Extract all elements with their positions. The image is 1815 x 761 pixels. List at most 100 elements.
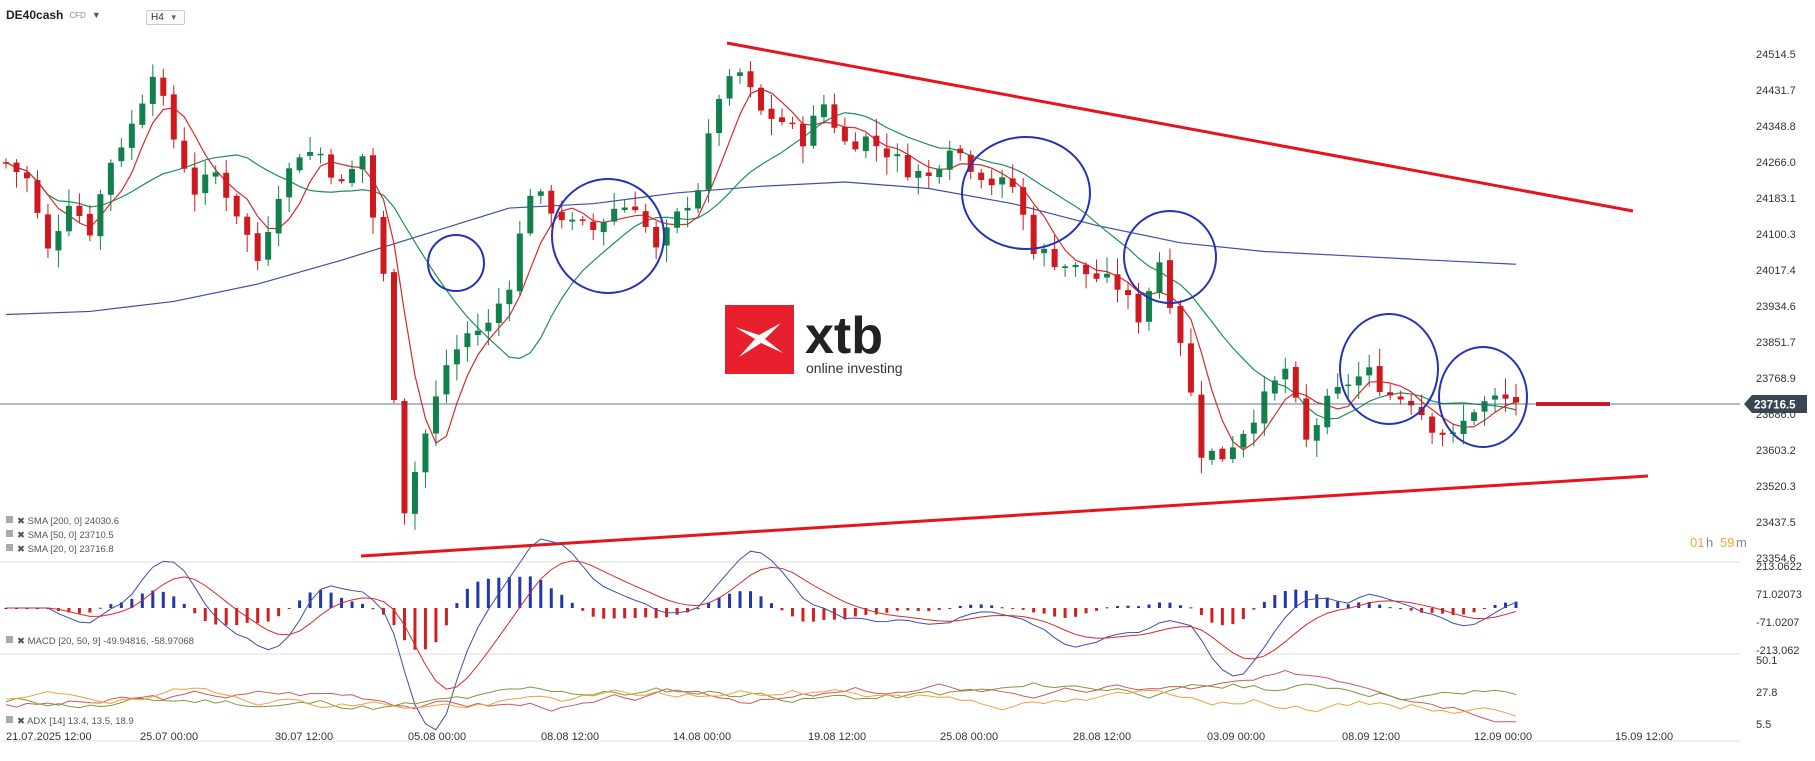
- macd-histogram-bar: [1283, 591, 1287, 608]
- candle: [317, 147, 324, 164]
- candle-body: [978, 172, 985, 181]
- price-tick-label: 24266.0: [1756, 157, 1796, 169]
- candle: [464, 321, 471, 362]
- symbol-name[interactable]: DE40cash: [6, 8, 64, 22]
- legend-settings-icon: [6, 716, 13, 723]
- candle-body: [1439, 432, 1446, 435]
- candle: [1145, 287, 1152, 331]
- xtb-logo-wordmark: xtb: [805, 307, 883, 365]
- macd-histogram-bar: [948, 608, 952, 610]
- macd-histogram-bar: [371, 608, 375, 610]
- candle: [1062, 264, 1069, 278]
- adx-panel: 50.1 27.8 5.5 ✖ ADX [14] 13.4, 13.5, 18.9: [5, 655, 1777, 731]
- lower-trendline[interactable]: [360, 474, 1649, 558]
- macd-histogram-bar: [476, 581, 480, 608]
- candle-body: [1145, 291, 1152, 322]
- trendlines[interactable]: [360, 41, 1649, 558]
- macd-histogram-bar: [895, 608, 899, 611]
- macd-histogram-bar: [1157, 602, 1161, 608]
- candle-body: [1166, 260, 1173, 308]
- macd-histogram-bar: [1409, 608, 1413, 611]
- macd-histogram-bar: [1399, 608, 1403, 610]
- candle-body: [527, 195, 534, 234]
- symbol-dropdown-icon[interactable]: ▼: [91, 10, 101, 20]
- time-tick-label: 14.08 00:00: [673, 731, 731, 743]
- candle: [674, 207, 681, 234]
- candle-body: [737, 72, 744, 76]
- macd-histogram-bar: [675, 608, 679, 615]
- candle-body: [44, 214, 51, 249]
- candle-body: [370, 155, 377, 218]
- candle: [443, 349, 450, 403]
- macd-histogram-bar: [402, 608, 406, 641]
- candle: [1481, 396, 1488, 426]
- candle: [1219, 446, 1226, 462]
- highlight-circle: [551, 178, 665, 294]
- candle: [474, 313, 481, 346]
- timeframe-dropdown-icon: ▼: [169, 13, 178, 22]
- candle-body: [380, 216, 387, 274]
- candle: [97, 189, 104, 251]
- macd-histogram-bar: [1042, 608, 1046, 614]
- macd-histogram-bar: [570, 602, 574, 608]
- highlight-circle: [427, 234, 485, 292]
- candle: [170, 85, 177, 149]
- macd-histogram-bar: [130, 598, 134, 609]
- candle: [873, 118, 880, 162]
- candle-body: [254, 233, 261, 261]
- macd-histogram-bar: [790, 608, 794, 617]
- timeframe-selector[interactable]: H4 ▼: [146, 10, 185, 25]
- candle-body: [149, 76, 156, 104]
- candle: [1313, 418, 1320, 457]
- candle: [181, 127, 188, 173]
- highlight-circle: [1123, 210, 1217, 304]
- candle-body: [579, 219, 586, 221]
- candle-body: [548, 190, 555, 214]
- price-tick-label: 24514.5: [1756, 49, 1796, 61]
- candlestick-series: [3, 61, 1519, 530]
- sma-20-path: [5, 88, 1517, 451]
- candle: [579, 215, 586, 226]
- macd-histogram-bar: [235, 608, 239, 626]
- candle-body: [1334, 386, 1341, 394]
- candle-body: [265, 231, 272, 260]
- candle-body: [464, 333, 471, 348]
- macd-histogram-bar: [1325, 597, 1329, 609]
- upper-trendline[interactable]: [726, 41, 1634, 213]
- macd-histogram-bar: [182, 603, 186, 608]
- time-axis[interactable]: 21.07.2025 12:00 25.07 00:00 30.07 12:00 05…: [6, 731, 1673, 743]
- candle-body: [1250, 422, 1257, 434]
- macd-histogram-bar: [1504, 602, 1508, 609]
- candle: [600, 218, 607, 246]
- macd-histogram-bar: [151, 590, 155, 608]
- candle: [1303, 384, 1310, 448]
- time-tick-label: 21.07.2025 12:00: [6, 731, 92, 743]
- macd-histogram-bar: [465, 588, 469, 609]
- macd-histogram-bar: [906, 608, 910, 611]
- candle-body: [338, 179, 345, 182]
- macd-histogram-bar: [539, 580, 543, 608]
- candle: [432, 380, 439, 446]
- candle-body: [170, 94, 177, 140]
- candle-body: [621, 207, 628, 211]
- macd-histogram-bar: [1105, 607, 1109, 609]
- macd-histogram-bar: [1346, 604, 1350, 608]
- candle: [328, 148, 335, 185]
- candle: [1397, 390, 1404, 405]
- candle: [1072, 262, 1079, 277]
- macd-histogram-bar: [591, 608, 595, 617]
- sma-20-line: [5, 88, 1517, 451]
- macd-histogram-bar: [874, 608, 878, 615]
- macd-histogram-bar: [1199, 608, 1203, 616]
- candle: [695, 183, 702, 214]
- candle-body: [852, 141, 859, 150]
- candle-body: [307, 151, 314, 156]
- candle: [1439, 429, 1446, 447]
- price-axis[interactable]: 24514.5 24431.7 24348.8 24266.0 24183.1 24100…: [1756, 49, 1796, 565]
- legend-settings-icon: [6, 636, 13, 643]
- candle-body: [3, 162, 9, 164]
- candle: [506, 280, 513, 322]
- adx-tick-label: 50.1: [1756, 655, 1777, 667]
- macd-histogram-bar: [717, 597, 721, 608]
